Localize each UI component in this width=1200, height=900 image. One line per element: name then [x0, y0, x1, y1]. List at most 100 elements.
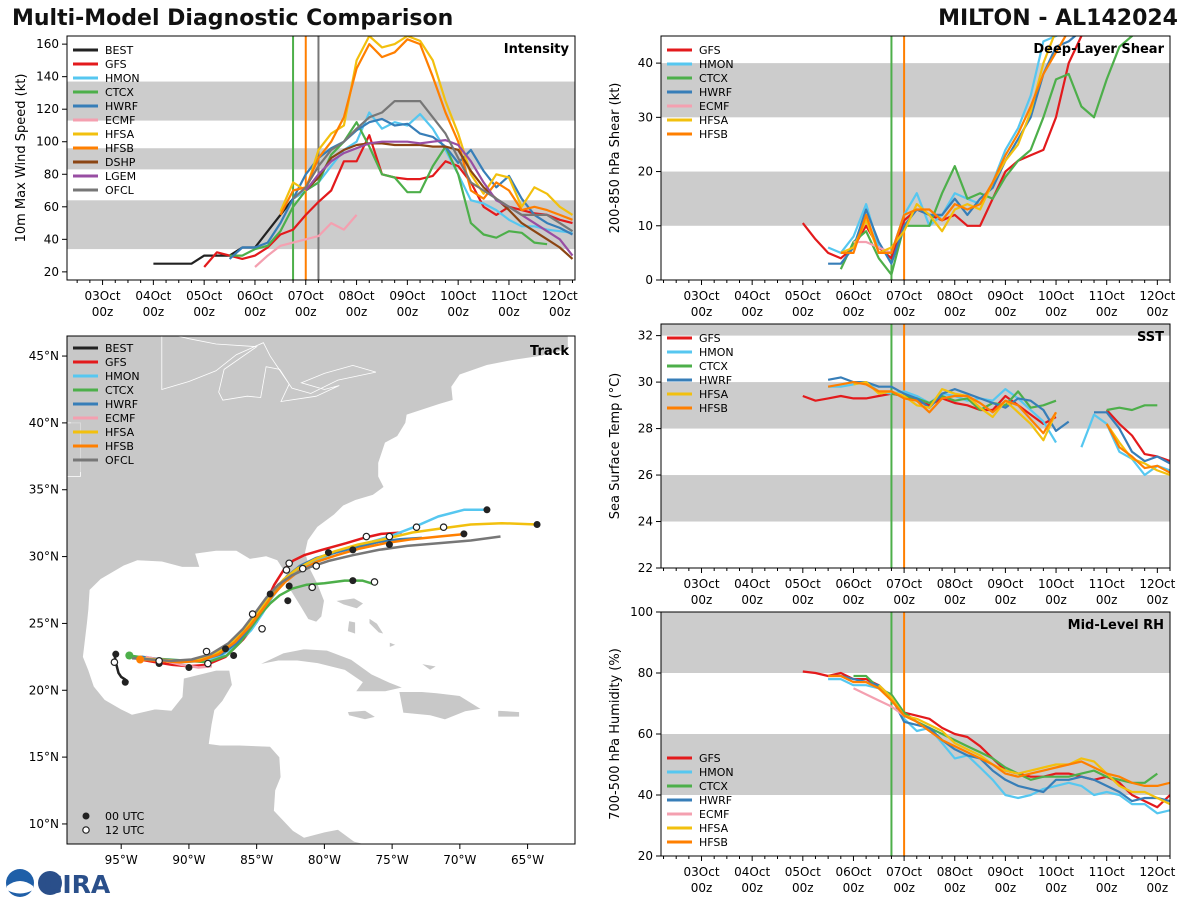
- rh-series-hfsa: [878, 684, 1170, 806]
- intensity-legend-label-dshp: DSHP: [105, 156, 136, 169]
- intensity-legend-label-best: BEST: [105, 44, 133, 57]
- intensity-xtick-sublabel: 00z: [295, 305, 317, 319]
- land-jamaica: [346, 709, 377, 721]
- shear-series-hwrf: [828, 36, 1077, 265]
- track-series-ofcl: [131, 535, 501, 663]
- track-marker-00utc: [121, 678, 129, 686]
- track-marker-12utc: [385, 532, 394, 541]
- rh-xtick-label: 04Oct: [734, 865, 770, 879]
- intensity-series-hwrf: [228, 117, 574, 260]
- rh-title: Mid-Level RH: [1068, 618, 1164, 633]
- track-legend-label-hfsa: HFSA: [105, 426, 135, 439]
- track-marker-00utc: [266, 590, 274, 598]
- rh-xtick-sublabel: 00z: [1147, 881, 1169, 895]
- sst-series-hfsb: [827, 381, 1170, 474]
- track-marker-12utc: [412, 523, 421, 531]
- sst-ytick-label: 30: [638, 375, 653, 389]
- rh-band-0: [661, 734, 1170, 795]
- rh-legend-label-ecmf: ECMF: [699, 808, 729, 821]
- track-lon-label: 80°W: [308, 853, 341, 867]
- track-marker-12utc: [202, 647, 211, 656]
- intensity-legend-label-ctcx: CTCX: [105, 86, 134, 99]
- intensity-ytick-label: 40: [44, 232, 59, 246]
- sst-frame: [660, 323, 1171, 569]
- sst-legend-label-hfsb: HFSB: [699, 402, 728, 415]
- rh-series-ecmf: [853, 687, 905, 717]
- track-legend-label-ctcx: CTCX: [105, 384, 134, 397]
- intensity-xtick-sublabel: 00z: [143, 305, 165, 319]
- land-bahamas-4: [389, 641, 398, 649]
- rh-xtick-label: 06Oct: [835, 865, 871, 879]
- cira-logo: CIRA: [6, 869, 111, 899]
- intensity-xtick-sublabel: 00z: [244, 305, 266, 319]
- track-marker-12utc: [370, 578, 379, 586]
- track-lon-label: 85°W: [240, 853, 273, 867]
- track-series-best: [113, 653, 129, 684]
- sst-legend-label-ctcx: CTCX: [699, 360, 728, 373]
- sst-legend-label-hfsa: HFSA: [699, 388, 729, 401]
- track-marker-12utc: [312, 562, 321, 570]
- rh-legend-label-hwrf: HWRF: [699, 794, 732, 807]
- shear-series-ecmf: [853, 240, 892, 254]
- shear-xtick-sublabel: 00z: [792, 305, 814, 319]
- track-legend-label-hwrf: HWRF: [105, 398, 138, 411]
- track-marker-00utc: [349, 577, 357, 585]
- shear-xtick-label: 12Oct: [1139, 289, 1175, 303]
- rh-ytick-label: 100: [630, 605, 653, 619]
- track-plot-area: [67, 336, 569, 844]
- shear-frame: [660, 35, 1171, 281]
- sst-xtick-label: 06Oct: [835, 577, 871, 591]
- intensity-series-hfsa: [279, 36, 574, 216]
- sst-xtick-label: 11Oct: [1089, 577, 1125, 591]
- intensity-xtick-label: 07Oct: [288, 289, 324, 303]
- rh-legend-label-gfs: GFS: [699, 752, 721, 765]
- shear-xtick-sublabel: 00z: [1045, 305, 1067, 319]
- intensity-ytick-label: 120: [36, 102, 59, 116]
- track-colored-marker-ctcx: [125, 651, 134, 660]
- intensity-series-ecmf: [254, 214, 358, 268]
- track-marker-00utc: [533, 520, 541, 528]
- rh-xtick-sublabel: 00z: [893, 881, 915, 895]
- track-title: Track: [530, 344, 569, 359]
- intensity-xtick-sublabel: 00z: [346, 305, 368, 319]
- track-panel: 95°W 90°W 85°W 80°W 75°W 70°W 65°W 10°N 15°N 20°N…: [29, 335, 576, 867]
- track-lon-label: 75°W: [376, 853, 409, 867]
- shear-xtick-label: 06Oct: [835, 289, 871, 303]
- shear-legend-label-hwrf: HWRF: [699, 86, 732, 99]
- intensity-band-1: [67, 148, 575, 170]
- track-marker-00utc: [185, 664, 193, 672]
- sst-ytick-label: 28: [638, 422, 653, 436]
- rh-xtick-sublabel: 00z: [995, 881, 1017, 895]
- intensity-xtick-label: 05Oct: [186, 289, 222, 303]
- rh-xtick-sublabel: 00z: [792, 881, 814, 895]
- intensity-ytick-label: 140: [36, 70, 59, 84]
- track-legend-marker-00utc: [82, 812, 90, 820]
- shear-xtick-sublabel: 00z: [1096, 305, 1118, 319]
- track-legend-marker-12utc: [82, 826, 90, 834]
- shear-xtick-sublabel: 00z: [691, 305, 713, 319]
- shear-band-1: [661, 63, 1170, 118]
- track-lon-label: 65°W: [511, 853, 544, 867]
- shear-xtick-sublabel: 00z: [893, 305, 915, 319]
- storm-id: MILTON - AL142024: [938, 6, 1178, 31]
- rh-xtick-label: 11Oct: [1089, 865, 1125, 879]
- intensity-title: Intensity: [504, 42, 570, 57]
- track-marker-12utc: [282, 566, 291, 574]
- intensity-legend-label-hfsa: HFSA: [105, 128, 135, 141]
- shear-legend-label-hfsb: HFSB: [699, 128, 728, 141]
- track-marker-12utc: [155, 657, 163, 665]
- shear-plot-area: [661, 36, 1170, 280]
- intensity-xtick-label: 11Oct: [491, 289, 527, 303]
- sst-xtick-sublabel: 00z: [944, 593, 966, 607]
- rh-legend-label-hfsb: HFSB: [699, 836, 728, 849]
- sst-xtick-sublabel: 00z: [1096, 593, 1118, 607]
- sst-xtick-sublabel: 00z: [995, 593, 1017, 607]
- track-marker-12utc: [308, 583, 316, 592]
- shear-series-hfsb: [840, 36, 1067, 254]
- intensity-xtick-label: 06Oct: [237, 289, 273, 303]
- rh-ytick-label: 20: [638, 849, 653, 863]
- intensity-ytick-label: 80: [44, 167, 59, 181]
- rh-xtick-label: 05Oct: [785, 865, 821, 879]
- rh-panel: 20 40 60 80 100 03Oct 00z 04Oct 00z 05Oct 00z 06Oct…: [608, 605, 1176, 895]
